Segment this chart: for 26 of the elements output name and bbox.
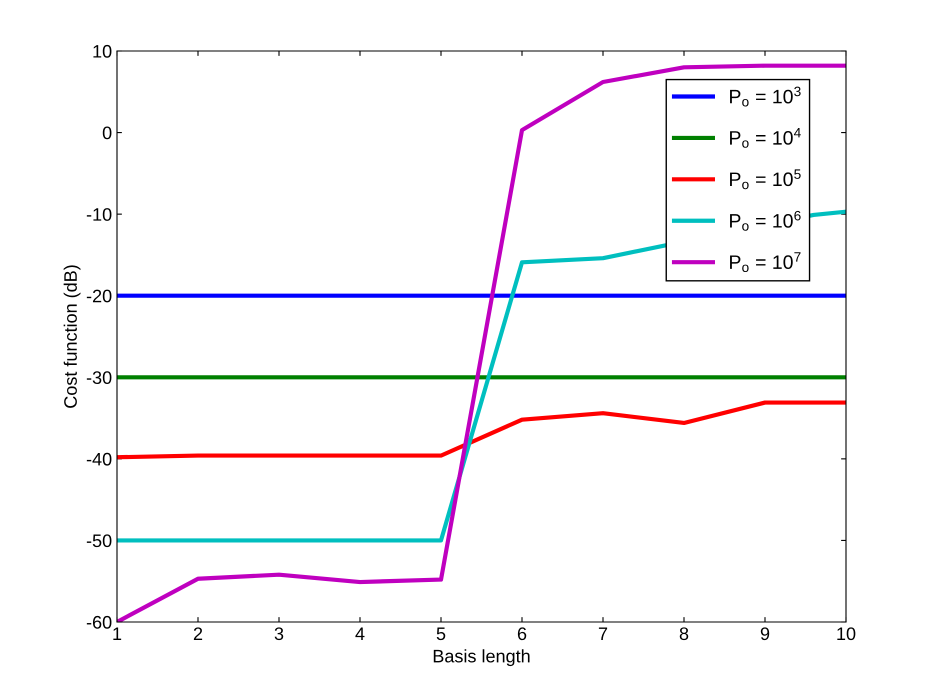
legend-label: P$_{o}$ = 10$^{5}$ [730,169,801,190]
y-tick-label: -30 [86,371,112,384]
y-tick-label: -10 [86,208,112,221]
legend-label: P$_{o}$ = 10$^{6}$ [730,210,801,231]
x-tick-label: 5 [436,628,446,640]
legend-label: P$_{o}$ = 10$^{3}$ [730,86,801,107]
x-tick-label: 8 [680,627,688,640]
y-tick-label: -20 [86,290,112,302]
x-tick-label: 6 [518,627,526,640]
x-tick-label: 10 [837,627,856,640]
x-tick-label: 3 [274,627,284,640]
x-tick-label: 9 [760,627,770,640]
y-tick-label: 0 [102,126,112,140]
y-tick-label: -40 [86,452,112,466]
legend-label: P$_{o}$ = 10$^{4}$ [730,128,801,148]
x-tick-label: 1 [113,628,122,640]
y-tick-label: -50 [86,534,112,548]
x-tick-label: 7 [598,628,608,640]
x-tick-label: 4 [355,628,364,640]
line-series [117,400,846,460]
y-axis-title: Cost function (dB) [64,265,80,408]
legend-label: P$_{o}$ = 10$^{7}$ [730,252,801,272]
x-axis-title: Basis length [434,649,530,666]
y-tick-label: -60 [86,616,112,629]
y-tick-label: 10 [93,44,112,58]
x-tick-label: 2 [194,627,202,640]
